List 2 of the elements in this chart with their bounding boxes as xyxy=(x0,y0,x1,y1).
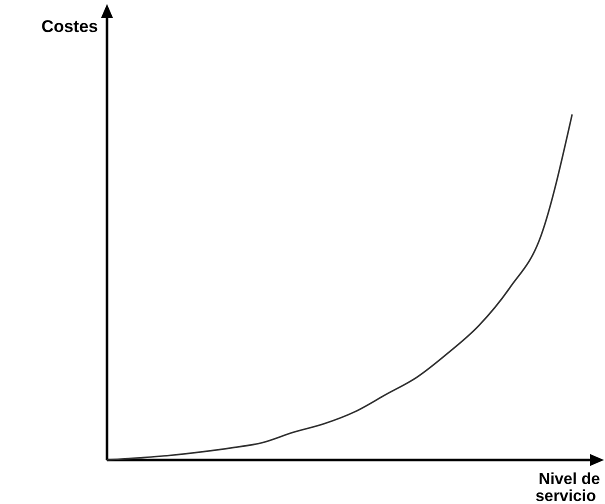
y-axis-title: Costes xyxy=(41,17,98,36)
x-axis-title: Nivel de servicio xyxy=(536,471,600,504)
